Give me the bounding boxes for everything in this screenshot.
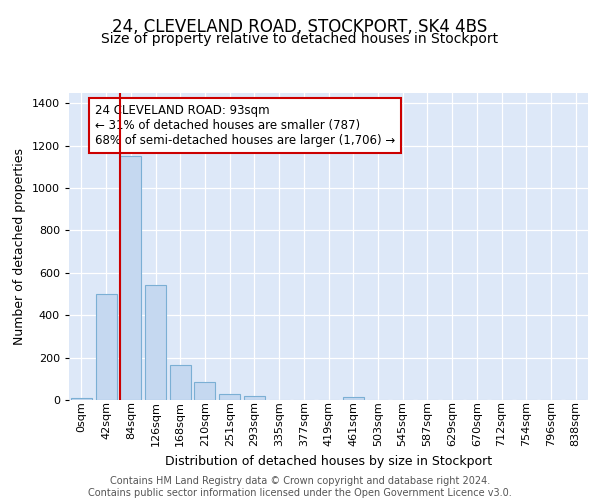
Bar bbox=[71, 398, 92, 400]
Text: Contains HM Land Registry data © Crown copyright and database right 2024.
Contai: Contains HM Land Registry data © Crown c… bbox=[88, 476, 512, 498]
Text: 24, CLEVELAND ROAD, STOCKPORT, SK4 4BS: 24, CLEVELAND ROAD, STOCKPORT, SK4 4BS bbox=[112, 18, 488, 36]
Bar bbox=[95, 294, 116, 400]
Bar bbox=[145, 286, 166, 400]
Text: Size of property relative to detached houses in Stockport: Size of property relative to detached ho… bbox=[101, 32, 499, 46]
Bar bbox=[219, 394, 240, 400]
Bar bbox=[120, 156, 141, 400]
Bar bbox=[194, 382, 215, 400]
Bar bbox=[244, 396, 265, 400]
Bar bbox=[343, 397, 364, 400]
Bar bbox=[170, 365, 191, 400]
X-axis label: Distribution of detached houses by size in Stockport: Distribution of detached houses by size … bbox=[165, 454, 492, 468]
Text: 24 CLEVELAND ROAD: 93sqm
← 31% of detached houses are smaller (787)
68% of semi-: 24 CLEVELAND ROAD: 93sqm ← 31% of detach… bbox=[95, 104, 395, 147]
Y-axis label: Number of detached properties: Number of detached properties bbox=[13, 148, 26, 345]
